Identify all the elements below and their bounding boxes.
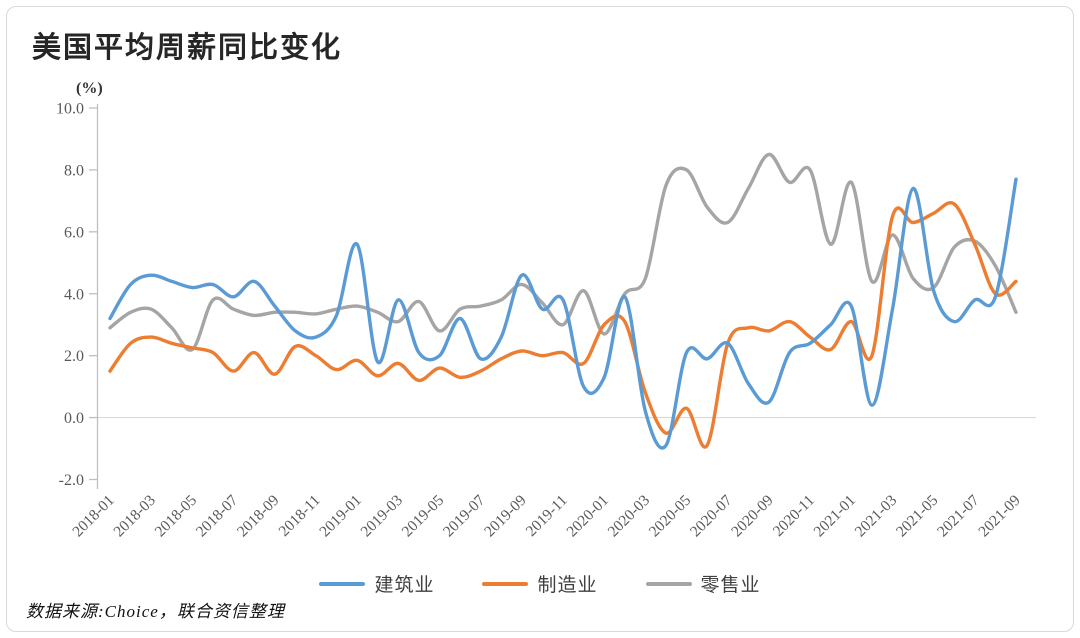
legend-label-retail: 零售业 bbox=[700, 575, 761, 596]
series-line-manufacturing bbox=[108, 201, 1018, 449]
y-axis-label: 6.0 bbox=[64, 224, 84, 241]
y-axis-unit-label: (%) bbox=[76, 80, 103, 97]
y-axis-label: 2.0 bbox=[64, 348, 84, 365]
x-axis-label: 2019-01 bbox=[316, 492, 365, 541]
legend-item-retail: 零售业 bbox=[645, 570, 761, 597]
x-axis-label: 2021-07 bbox=[934, 492, 983, 541]
x-axis-label: 2018-09 bbox=[234, 492, 283, 541]
legend-item-manufacturing: 制造业 bbox=[482, 570, 597, 597]
legend-swatch-retail bbox=[645, 581, 692, 586]
chart-title: 美国平均周薪同比变化 bbox=[32, 32, 343, 64]
series-line-construction bbox=[108, 177, 1018, 450]
x-axis-label: 2020-05 bbox=[646, 492, 695, 541]
legend-label-construction: 建筑业 bbox=[374, 575, 435, 596]
x-axis-label: 2018-03 bbox=[110, 492, 159, 541]
y-axis-label: 0.0 bbox=[64, 410, 84, 427]
legend-label-manufacturing: 制造业 bbox=[537, 575, 598, 596]
x-axis-label: 2020-01 bbox=[563, 492, 612, 541]
x-axis-label: 2019-05 bbox=[399, 492, 448, 541]
x-axis-label: 2018-11 bbox=[276, 492, 324, 540]
series-line-retail bbox=[108, 152, 1018, 352]
y-axis-label: 8.0 bbox=[64, 162, 84, 179]
x-axis-label: 2021-05 bbox=[893, 492, 942, 541]
x-axis-label: 2020-03 bbox=[605, 492, 654, 541]
x-axis-label: 2019-07 bbox=[440, 492, 489, 541]
x-axis-label: 2019-11 bbox=[523, 492, 571, 540]
x-axis-label: 2018-07 bbox=[193, 492, 242, 541]
y-axis-label: 4.0 bbox=[64, 286, 84, 303]
legend-item-construction: 建筑业 bbox=[319, 570, 434, 597]
source-note: 数据来源:Choice，联合资信整理 bbox=[26, 602, 285, 621]
x-axis-label: 2019-03 bbox=[358, 492, 407, 541]
x-axis-label: 2021-03 bbox=[852, 492, 901, 541]
x-axis-label: 2019-09 bbox=[481, 492, 530, 541]
x-axis-label: 2020-07 bbox=[687, 492, 736, 541]
y-axis-label: -2.0 bbox=[59, 472, 84, 489]
y-axis-label: 10.0 bbox=[56, 101, 84, 118]
x-axis-label: 2018-05 bbox=[152, 492, 201, 541]
legend-swatch-construction bbox=[319, 581, 366, 586]
x-axis-label: 2020-09 bbox=[728, 492, 777, 541]
x-axis-label: 2021-01 bbox=[811, 492, 860, 541]
x-axis-label: 2020-11 bbox=[770, 492, 818, 540]
x-axis-label: 2021-09 bbox=[975, 492, 1024, 541]
legend-swatch-manufacturing bbox=[482, 581, 529, 586]
chart-legend: 建筑业 制造业 零售业 bbox=[0, 570, 1080, 597]
x-axis-label: 2018-01 bbox=[69, 492, 118, 541]
